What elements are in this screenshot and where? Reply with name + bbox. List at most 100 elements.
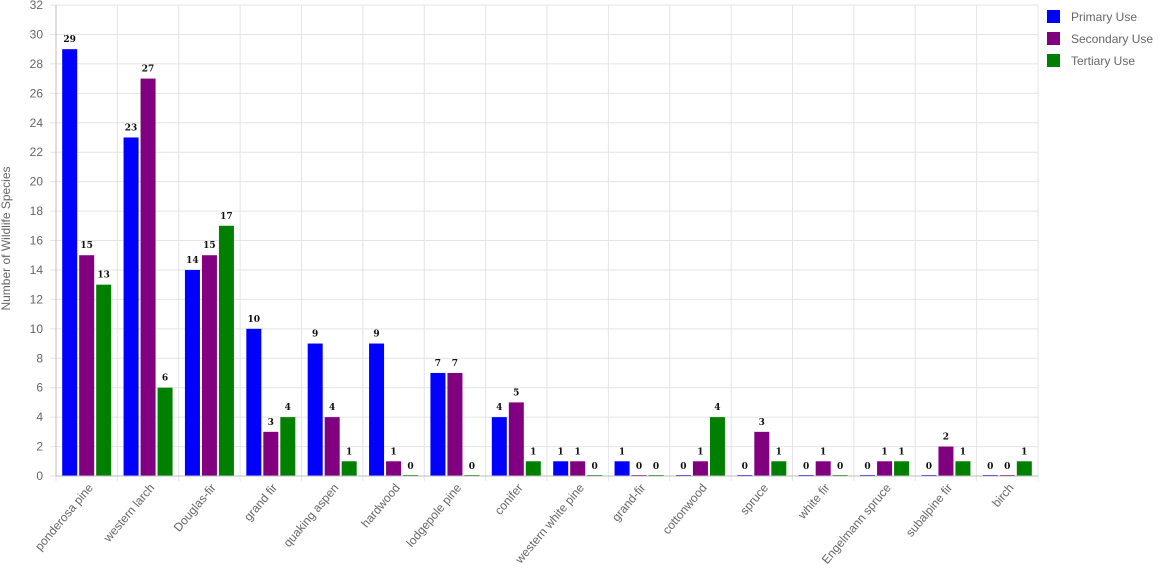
bar[interactable]	[614, 461, 630, 476]
bar[interactable]	[140, 78, 156, 476]
bar-value-label: 1	[530, 447, 536, 457]
x-tick-label: cottonwood	[660, 481, 710, 537]
bar-value-label: 29	[63, 35, 76, 45]
legend-item[interactable]: Secondary Use	[1047, 32, 1153, 46]
bar[interactable]	[877, 461, 893, 476]
bar[interactable]	[815, 461, 831, 476]
x-tick-label: grand-fir	[609, 481, 648, 524]
bar-value-label: 10	[248, 315, 261, 325]
bar-value-label: 0	[926, 462, 932, 472]
bar[interactable]	[754, 431, 770, 476]
bar-value-label: 27	[142, 65, 155, 75]
bar[interactable]	[96, 284, 112, 476]
bar[interactable]	[79, 255, 95, 476]
bar[interactable]	[771, 461, 787, 476]
bar[interactable]	[709, 417, 725, 476]
bar[interactable]	[508, 402, 524, 476]
bar[interactable]	[62, 49, 78, 476]
bar-value-label: 4	[285, 403, 291, 413]
legend-swatch	[1047, 10, 1060, 23]
x-tick-label: conifer	[492, 481, 526, 518]
x-tick-label: birch	[989, 481, 1016, 510]
bar-value-label: 1	[697, 447, 703, 457]
bar[interactable]	[157, 387, 173, 476]
bar-value-label: 9	[312, 330, 318, 340]
y-tick-label: 22	[30, 145, 44, 159]
legend-item[interactable]: Tertiary Use	[1047, 54, 1135, 68]
bar-value-label: 1	[575, 447, 581, 457]
y-tick-label: 12	[30, 292, 44, 306]
bar[interactable]	[324, 417, 340, 476]
bar[interactable]	[447, 372, 463, 476]
bar-value-label: 3	[268, 418, 274, 428]
bar[interactable]	[201, 255, 217, 476]
legend-label: Secondary Use	[1071, 32, 1153, 46]
bar[interactable]	[570, 461, 586, 476]
bar[interactable]	[955, 461, 971, 476]
legend-item[interactable]: Primary Use	[1047, 10, 1137, 24]
bar[interactable]	[184, 269, 200, 476]
x-tick-label: lodgepole pine	[403, 481, 464, 550]
bar[interactable]	[280, 417, 296, 476]
bar[interactable]	[938, 446, 954, 476]
bar-value-label: 1	[881, 447, 887, 457]
bar[interactable]	[386, 461, 402, 476]
bar[interactable]	[263, 431, 279, 476]
bar-value-label: 0	[742, 462, 748, 472]
bar-value-label: 1	[1021, 447, 1027, 457]
bar-value-label: 7	[435, 359, 441, 369]
bar-value-label: 1	[960, 447, 966, 457]
bar-value-label: 7	[452, 359, 458, 369]
bar[interactable]	[553, 461, 569, 476]
bar[interactable]	[123, 137, 139, 476]
bar-value-label: 0	[636, 462, 642, 472]
bar[interactable]	[218, 225, 234, 476]
legend[interactable]: Primary Use Secondary Use Tertiary Use	[1047, 10, 1153, 68]
y-tick-label: 8	[36, 351, 43, 365]
bar[interactable]	[307, 343, 323, 476]
y-tick-label: 26	[30, 86, 44, 100]
bar[interactable]	[1016, 461, 1032, 476]
legend-label: Tertiary Use	[1071, 54, 1135, 68]
x-tick-label: white fir	[795, 481, 833, 522]
y-tick-label: 10	[30, 322, 44, 336]
bar-value-label: 4	[714, 403, 720, 413]
bar[interactable]	[341, 461, 357, 476]
bar-value-label: 6	[162, 374, 168, 384]
bar[interactable]	[692, 461, 708, 476]
y-axis-title: Number of Wildlife Species	[0, 166, 13, 310]
bar-value-label: 4	[329, 403, 335, 413]
y-tick-label: 2	[36, 440, 43, 454]
bar-value-label: 1	[558, 447, 564, 457]
bar-value-label: 1	[898, 447, 904, 457]
bar-value-label: 0	[864, 462, 870, 472]
y-tick-label: 6	[36, 381, 43, 395]
bar[interactable]	[430, 372, 446, 476]
y-tick-label: 32	[30, 0, 44, 12]
x-tick-label: western larch	[100, 481, 157, 545]
bar-value-label: 2	[943, 433, 949, 443]
bar[interactable]	[369, 343, 385, 476]
bar-value-label: 1	[776, 447, 782, 457]
y-tick-label: 0	[36, 469, 43, 483]
x-tick-label: western white pine	[512, 481, 587, 567]
bar-value-label: 0	[987, 462, 993, 472]
bar[interactable]	[525, 461, 541, 476]
x-tick-label: grand fir	[241, 481, 280, 524]
x-tick-label: Engelmann spruce	[819, 481, 894, 567]
y-tick-label: 30	[30, 27, 44, 41]
bar-value-label: 9	[373, 330, 379, 340]
bar[interactable]	[491, 417, 507, 476]
legend-swatch	[1047, 54, 1060, 67]
y-tick-label: 4	[36, 410, 43, 424]
bar-value-label: 3	[759, 418, 765, 428]
bar[interactable]	[246, 328, 262, 476]
bar-value-label: 1	[619, 447, 625, 457]
legend-swatch	[1047, 32, 1060, 45]
bar[interactable]	[894, 461, 910, 476]
x-tick-label: hardwood	[358, 481, 403, 530]
